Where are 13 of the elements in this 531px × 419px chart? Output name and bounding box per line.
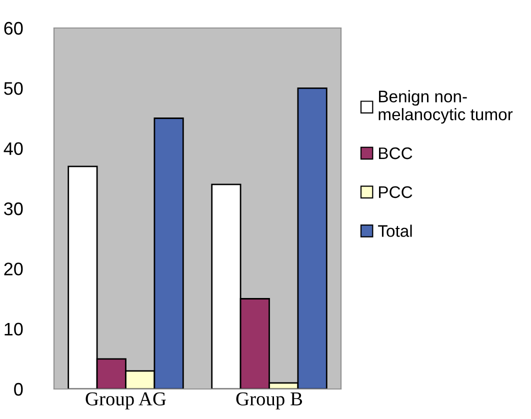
y-tick-label: 60: [4, 22, 23, 35]
y-tick-label: 10: [4, 322, 23, 336]
y-tick-label: 50: [4, 82, 23, 95]
y-tick-label: 40: [4, 142, 23, 156]
legend-label: Total: [378, 224, 412, 237]
y-tick-label: 0: [14, 382, 23, 396]
y-tick-label: 20: [4, 262, 23, 276]
x-tick-label: Group AG: [86, 392, 166, 410]
legend-label: Benign non- melanocytic tumor: [378, 90, 513, 124]
legend-label: BCC: [379, 147, 412, 160]
y-tick-label: 30: [4, 202, 23, 216]
legend-label: PCC: [379, 186, 412, 198]
x-tick-label: Group B: [236, 392, 302, 410]
